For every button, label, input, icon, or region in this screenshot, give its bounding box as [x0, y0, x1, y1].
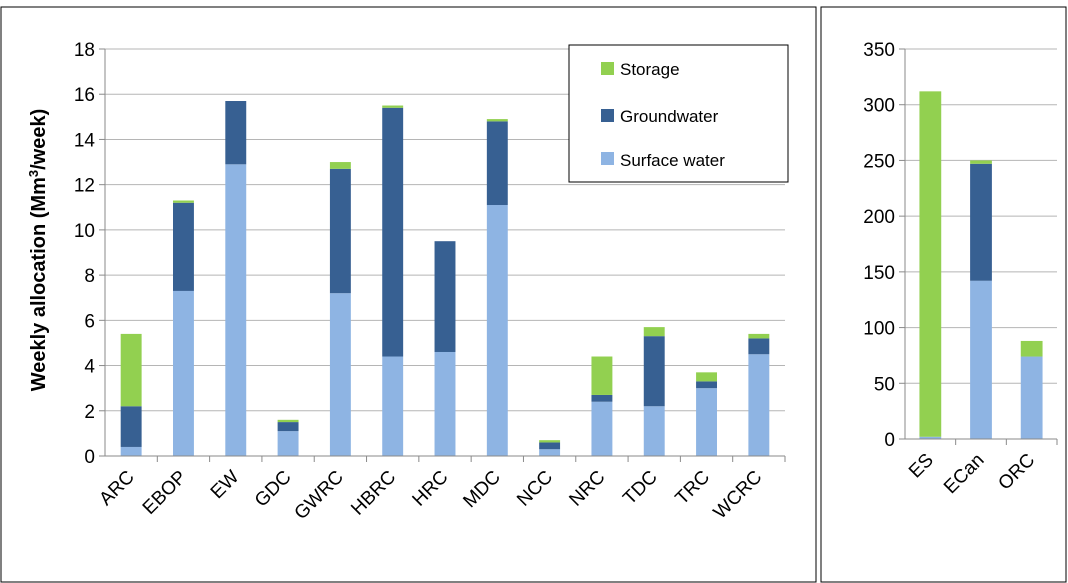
- bar-hrc-surface-water: [434, 351, 456, 456]
- right-panel-frame: [820, 6, 1067, 583]
- bar-gwrc-groundwater: [329, 168, 351, 294]
- right-y-tick-label: 150: [863, 263, 895, 284]
- bar-tdc-groundwater: [643, 336, 665, 407]
- legend-label-groundwater: Groundwater: [620, 107, 719, 126]
- bar-arc-storage: [120, 333, 142, 407]
- left-y-tick-label: 18: [74, 40, 95, 61]
- left-y-tick-label: 14: [74, 130, 96, 151]
- bar-mdc-groundwater: [486, 121, 508, 206]
- legend-swatch-surface-water: [601, 152, 614, 165]
- right-y-tick-label: 200: [863, 207, 895, 228]
- left-y-tick-label: 16: [74, 85, 95, 106]
- bar-arc-surface-water: [120, 446, 142, 456]
- bar-trc-groundwater: [696, 381, 717, 389]
- y-axis-label-superscript: 3: [26, 170, 41, 177]
- bar-wcrc-groundwater: [748, 338, 770, 355]
- bar-ebop-surface-water: [173, 290, 194, 456]
- right-y-tick-label: 100: [863, 319, 895, 340]
- bar-gwrc-surface-water: [329, 293, 351, 456]
- bar-gdc-storage: [277, 419, 299, 423]
- bar-nrc-surface-water: [591, 401, 613, 456]
- bar-ew-groundwater: [225, 101, 247, 165]
- left-y-tick-label: 0: [84, 447, 95, 468]
- left-y-tick-labels: 0 2 4 6 8 10 12 14 16 18: [74, 40, 96, 468]
- bar-wcrc-surface-water: [748, 354, 770, 456]
- bar-hbrc-storage: [382, 105, 404, 108]
- right-y-tick-labels: 0 50 100 150 200 250 300 350: [863, 40, 895, 451]
- bar-ew-surface-water: [225, 164, 247, 457]
- bar-arc-groundwater: [120, 406, 142, 447]
- right-y-tick-label: 0: [884, 430, 895, 451]
- y-axis-label: Weekly allocation (Mm3/week): [26, 109, 50, 392]
- left-y-tick-label: 10: [74, 221, 95, 242]
- bar-ncc-groundwater: [539, 442, 561, 450]
- legend: Storage Groundwater Surface water: [568, 44, 789, 183]
- y-axis-label-tail: /week): [28, 109, 50, 170]
- bar-tdc-surface-water: [643, 406, 665, 456]
- bar-hbrc-surface-water: [382, 356, 404, 456]
- right-y-tick-label: 350: [863, 40, 895, 61]
- bar-gdc-groundwater: [277, 422, 299, 432]
- bar-nrc-storage: [591, 356, 613, 395]
- legend-label-storage: Storage: [620, 60, 680, 79]
- legend-label-surface-water: Surface water: [620, 151, 725, 170]
- bar-ncc-surface-water: [539, 449, 561, 456]
- legend-swatch-groundwater: [601, 109, 614, 122]
- bar-orc-storage: [1020, 340, 1043, 357]
- bar-wcrc-storage: [748, 333, 770, 339]
- bar-nrc-groundwater: [591, 394, 613, 402]
- bar-ecan-groundwater: [970, 163, 992, 281]
- bar-ncc-storage: [539, 440, 561, 443]
- bar-orc-surface-water: [1020, 356, 1043, 439]
- left-y-tick-label: 12: [74, 176, 95, 197]
- bar-mdc-storage: [486, 119, 508, 122]
- right-bars: [919, 91, 1043, 439]
- right-y-tick-label: 250: [863, 151, 895, 172]
- bar-hrc-groundwater: [434, 241, 456, 352]
- bar-ebop-groundwater: [173, 202, 194, 291]
- bar-es-surface-water: [919, 436, 942, 439]
- right-y-tick-label: 300: [863, 96, 895, 117]
- bar-ecan-storage: [970, 160, 992, 164]
- legend-swatch-storage: [601, 62, 614, 75]
- bar-hbrc-groundwater: [382, 107, 404, 357]
- left-y-tick-label: 4: [84, 357, 95, 378]
- bar-gdc-surface-water: [277, 431, 299, 456]
- right-y-tick-label: 50: [874, 374, 895, 395]
- left-y-tick-label: 6: [84, 311, 95, 332]
- bar-gwrc-storage: [329, 162, 351, 169]
- y-axis-label-main: Weekly allocation (Mm: [28, 177, 50, 391]
- bar-ecan-surface-water: [970, 280, 992, 439]
- bar-es-storage: [919, 91, 942, 437]
- bar-tdc-storage: [643, 327, 665, 337]
- bar-ebop-storage: [173, 200, 194, 203]
- bar-trc-storage: [696, 372, 717, 382]
- right-axis: [899, 48, 1058, 445]
- left-y-tick-label: 8: [84, 266, 95, 287]
- bar-trc-surface-water: [696, 388, 717, 456]
- left-y-tick-label: 2: [84, 402, 95, 423]
- left-axis: [99, 48, 786, 462]
- bar-mdc-surface-water: [486, 205, 508, 456]
- left-bars: [120, 101, 770, 457]
